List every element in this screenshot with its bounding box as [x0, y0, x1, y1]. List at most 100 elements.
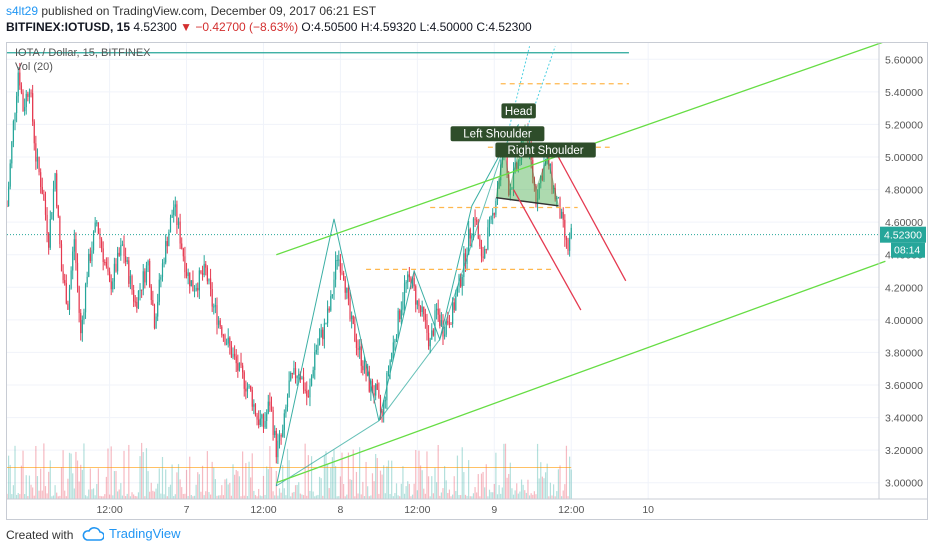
- candle-body: [222, 334, 224, 336]
- volume-bar: [564, 484, 566, 499]
- volume-bar: [283, 488, 285, 499]
- author-link[interactable]: s4lt29: [6, 4, 39, 18]
- candle-body: [492, 213, 494, 216]
- volume-bar: [22, 450, 24, 499]
- volume-bar: [104, 494, 106, 499]
- volume-bar: [371, 473, 374, 499]
- volume-bar: [559, 465, 561, 499]
- tradingview-brand[interactable]: TradingView: [82, 526, 181, 541]
- candle-body: [229, 337, 231, 346]
- volume-bar: [538, 478, 540, 499]
- candle-body: [230, 345, 233, 358]
- volume-bar: [152, 490, 154, 499]
- volume-bar: [344, 496, 346, 499]
- candle-body: [400, 309, 402, 320]
- price-axis-tick: 5.00000: [885, 152, 923, 164]
- volume-bar: [488, 489, 491, 499]
- price-axis-tick: 4.60000: [885, 217, 923, 229]
- candle-body: [399, 310, 401, 320]
- candle-body: [325, 323, 327, 325]
- candle-body: [201, 273, 204, 275]
- candle-body: [234, 353, 236, 357]
- volume-bar: [314, 496, 316, 499]
- volume-bar: [198, 474, 200, 499]
- volume-bar: [363, 496, 366, 499]
- candle-body: [243, 372, 245, 389]
- volume-bar: [286, 448, 289, 499]
- candle-body: [139, 289, 141, 292]
- candle-body: [411, 277, 414, 288]
- candle-body: [347, 287, 350, 299]
- volume-bar: [466, 495, 468, 499]
- candle-body: [213, 306, 215, 308]
- publish-info: s4lt29 published on TradingView.com, Dec…: [6, 4, 376, 18]
- candle-body: [397, 310, 399, 338]
- candle-body: [57, 206, 59, 217]
- candle-body: [375, 384, 377, 396]
- candle-body: [508, 174, 510, 196]
- candle-body: [7, 205, 8, 207]
- price-chart[interactable]: Left Shoulder Head Right Shoulder 3.00000 3.…: [7, 43, 927, 519]
- candle-body: [341, 272, 343, 274]
- volume-bar: [474, 487, 476, 499]
- candle-body: [437, 308, 439, 315]
- candle-body: [134, 301, 136, 303]
- price-axis-tick: 3.20000: [885, 445, 923, 457]
- volume-bar: [375, 453, 377, 499]
- candle-body: [65, 283, 67, 304]
- candle-body: [224, 335, 226, 345]
- volume-bar: [16, 494, 18, 499]
- candle-body: [463, 253, 465, 278]
- volume-bar: [567, 496, 569, 499]
- candle-body: [110, 281, 112, 290]
- candle-body: [197, 288, 199, 291]
- volume-bar: [418, 450, 420, 499]
- volume-bar: [250, 477, 252, 499]
- volume-bar: [405, 486, 407, 499]
- candle-body: [288, 380, 290, 398]
- candle-body: [43, 194, 45, 201]
- candle-body: [392, 342, 394, 353]
- volume-bar: [469, 496, 471, 499]
- chart-panel[interactable]: Left Shoulder Head Right Shoulder 3.00000 3.…: [6, 42, 928, 520]
- volume-bar: [384, 493, 386, 499]
- volume-bar: [468, 460, 470, 499]
- candle-body: [314, 352, 316, 371]
- volume-bar: [347, 452, 350, 499]
- candle-body: [242, 365, 244, 373]
- candle-body: [35, 143, 37, 162]
- last-price-tag: 4.52300: [884, 230, 922, 242]
- volume-bar: [117, 491, 119, 499]
- candle-body: [387, 370, 390, 373]
- candle-body: [144, 271, 146, 283]
- volume-bar: [540, 462, 542, 499]
- candle-body: [161, 263, 164, 278]
- trend-line: [512, 189, 582, 311]
- candle-body: [238, 362, 241, 371]
- volume-bar: [209, 494, 212, 499]
- volume-bar: [242, 451, 244, 499]
- volume-bar: [91, 489, 93, 499]
- candle-body: [480, 246, 483, 257]
- candle-body: [91, 250, 93, 261]
- volume-bar: [397, 495, 399, 499]
- volume-bar: [40, 468, 42, 499]
- candle-body: [245, 388, 247, 392]
- last-price: 4.52300: [133, 20, 177, 34]
- volume-bar: [155, 488, 157, 499]
- candle-body: [259, 418, 261, 425]
- trend-line: [276, 260, 886, 484]
- volume-bar: [485, 464, 487, 499]
- volume-bar: [216, 495, 218, 499]
- candle-body: [60, 244, 63, 272]
- candle-body: [567, 239, 569, 251]
- tradingview-brand-label: TradingView: [109, 526, 181, 541]
- volume-bar: [125, 496, 127, 499]
- volume-bar: [570, 469, 572, 499]
- candle-body: [27, 93, 29, 97]
- close-value: 4.52300: [488, 20, 532, 34]
- change-arrow-icon: ▼: [180, 20, 192, 34]
- volume-bar: [246, 495, 249, 499]
- volume-bar: [318, 476, 321, 499]
- volume-bar: [493, 483, 495, 499]
